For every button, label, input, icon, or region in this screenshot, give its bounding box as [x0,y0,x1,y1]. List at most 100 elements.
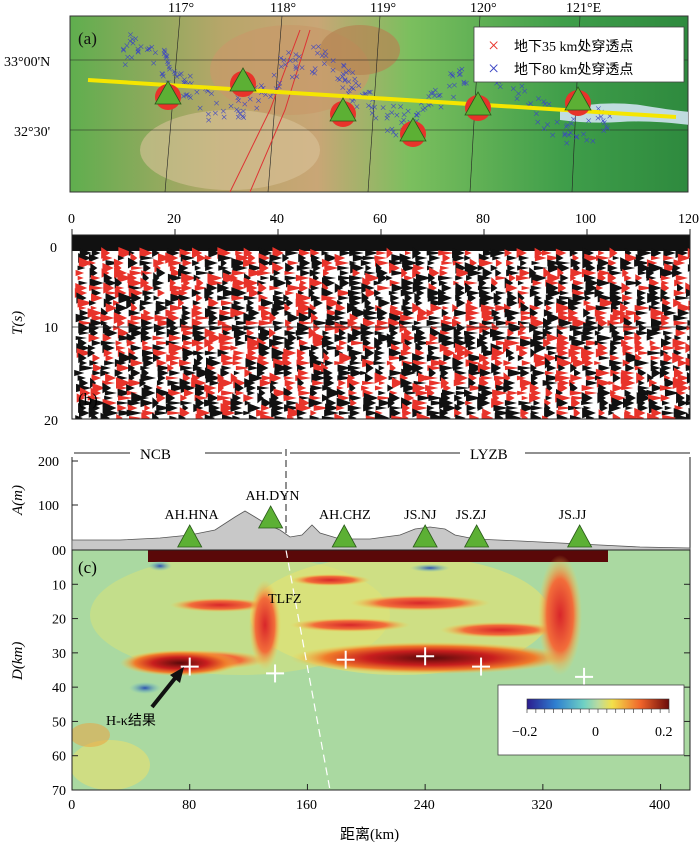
wiggle-lobe [650,315,665,321]
wiggle-lobe [117,255,125,261]
wiggle-lobe [661,319,670,327]
wiggle-lobe [477,338,489,348]
b-ytick-10: 10 [44,321,58,336]
wiggle-lobe [612,308,627,318]
wiggle-lobe [638,323,647,333]
wiggle-lobe [391,415,407,419]
wiggle-lobe [531,389,542,397]
blue-cross-icon: × [461,77,468,91]
blue-cross-icon: × [255,94,262,108]
wiggle-lobe [391,283,405,293]
wiggle-lobe [417,314,430,322]
blue-cross-icon: × [389,122,396,136]
wiggle-lobe [583,322,599,334]
b-xtick-label: 80 [476,212,490,227]
wiggle-lobe [321,394,330,402]
wiggle-lobe [209,325,223,331]
wiggle-lobe [365,249,379,257]
wiggle-lobe [492,389,509,397]
wiggle-lobe [506,348,515,358]
wiggle-lobe [622,294,634,302]
blue-cross-icon: × [437,88,444,102]
wiggle-lobe [545,294,555,302]
wiggle-lobe [244,368,253,378]
blue-cross-icon: × [130,36,137,50]
wiggle-lobe [204,399,220,407]
wiggle-lobe [491,347,505,359]
blue-cross-icon: × [349,65,356,79]
wiggle-lobe [530,412,542,419]
wiggle-lobe [495,304,509,312]
wiggle-lobe [373,360,387,366]
wiggle-lobe [87,344,96,352]
wiggle-lobe [612,373,621,383]
blue-cross-icon: × [159,66,166,80]
wiggle-lobe [339,249,352,257]
lat-label-3230: 32°30' [14,125,50,140]
wiggle-lobe [610,354,620,362]
wiggle-lobe [635,274,643,282]
wiggle-lobe [664,405,672,411]
wiggle-lobe [441,308,449,318]
wiggle-lobe [308,287,315,299]
wiggle-lobe [128,309,141,317]
wiggle-lobe [78,305,87,311]
wiggle-lobe [100,313,115,323]
wiggle-lobe [531,272,547,284]
wiggle-lobe [661,410,675,416]
wiggle-lobe [233,350,246,356]
wiggle-lobe [547,350,557,356]
wiggle-lobe [141,318,153,328]
b-xtick-label: 120 [678,212,699,227]
wiggle-lobe [271,408,283,418]
wiggle-lobe [546,364,557,372]
wiggle-lobe [677,308,690,318]
wiggle-lobe [545,374,562,382]
wiggle-lobe [517,390,528,396]
wiggle-lobe [649,378,658,388]
wiggle-lobe [660,394,671,402]
wiggle-lobe [310,285,320,291]
wiggle-lobe [572,317,587,329]
panel-a-map: ×× ××××× ×××××× ××××××××××××××××× ××× ×××××××… [4,1,689,193]
wiggle-lobe [426,354,443,362]
wiggle-lobe [495,259,503,267]
wiggle-lobe [403,308,415,318]
wiggle-lobe [506,298,518,308]
wiggle-lobe [220,300,234,306]
wiggle-lobe [390,328,399,338]
blue-cross-icon: × [186,89,193,103]
wiggle-lobe [232,415,241,419]
wiggle-lobe [506,313,516,323]
wiggle-lobe [243,258,257,268]
cbar-tick-min: −0.2 [512,725,537,740]
wiggle-lobe [585,340,602,346]
wiggle-lobe [542,328,553,338]
wiggle-lobe [503,342,511,354]
blue-cross-icon: × [339,80,346,94]
wiggle-lobe [377,395,393,401]
wiggle-lobe [491,355,502,361]
wiggle-lobe [464,255,471,261]
wiggle-lobe [374,372,388,384]
wiggle-lobe [596,334,613,342]
wiggle-lobe [118,395,134,401]
wiggle-lobe [651,367,661,379]
distance-xlabel: 距离(km) [340,826,399,843]
blue-cross-icon: × [600,124,607,138]
wiggle-lobe [595,348,609,358]
wiggle-lobe [287,312,300,324]
blue-cross-icon: × [292,53,299,67]
wiggle-lobe [270,274,280,282]
wiggle-lobe [443,402,457,414]
wiggle-lobe [456,298,466,308]
wiggle-lobe [117,273,133,283]
wiggle-lobe [609,247,618,259]
depth-axis-ticks: 0 10 20 30 40 50 60 70 [52,544,690,799]
wiggle-lobe [400,314,415,322]
wiggle-lobe [530,348,537,358]
blue-cross-icon: × [293,69,300,83]
b-xtick-label: 60 [373,212,387,227]
wiggle-lobe [495,275,509,281]
wiggle-lobe [90,377,97,389]
